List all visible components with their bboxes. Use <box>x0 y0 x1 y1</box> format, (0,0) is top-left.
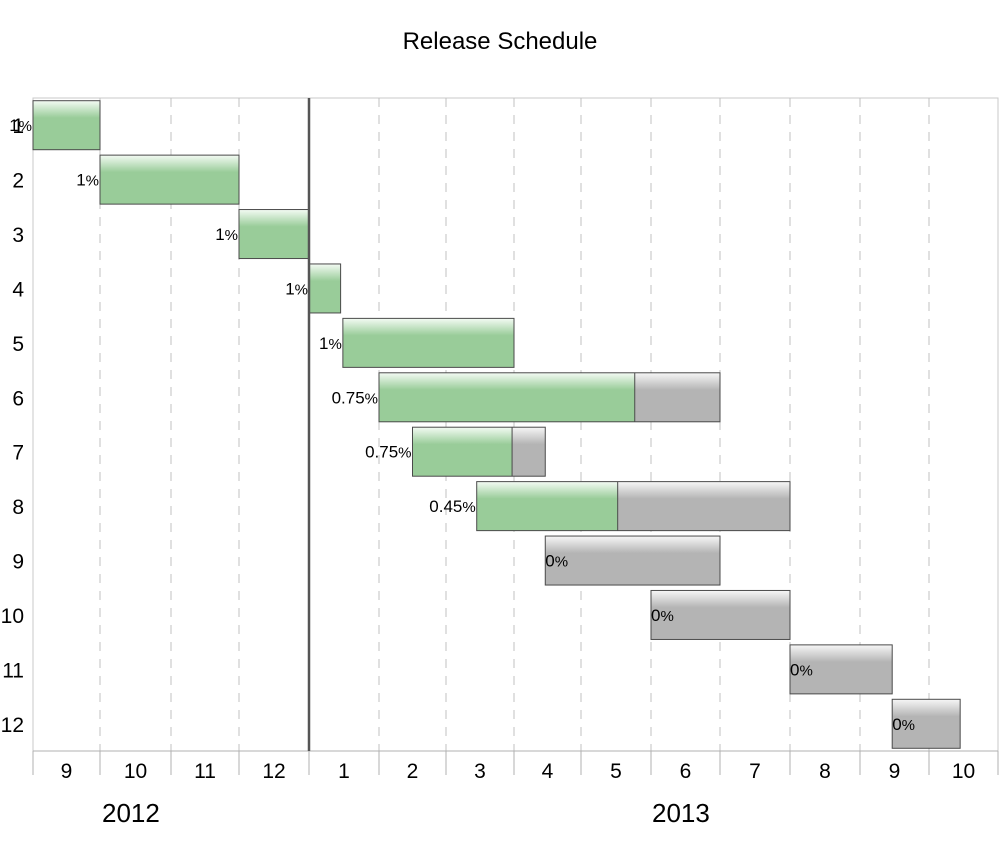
x-tick-label: 7 <box>749 760 761 783</box>
task-progress-label: 0% <box>892 715 915 734</box>
task-progress-label: 1% <box>76 171 99 190</box>
x-tick-label: 10 <box>124 760 147 783</box>
task-progress-label: 0% <box>545 552 568 571</box>
task-bar: 1% <box>285 263 342 314</box>
task-progress-label: 1% <box>9 116 32 135</box>
x-tick-label: 5 <box>610 760 622 783</box>
x-tick-label: 3 <box>474 760 486 783</box>
task-bar-complete <box>476 481 618 531</box>
task-bar-border <box>412 426 546 477</box>
task-bar-border <box>544 535 721 586</box>
task-bar: 1% <box>9 100 101 151</box>
task-bar: 0.75% <box>332 372 721 423</box>
task-bar-complete <box>412 427 513 477</box>
task-bar-complete <box>379 372 635 422</box>
task-bar-complete <box>239 209 309 259</box>
task-bar: 0% <box>650 589 791 640</box>
task-bar: 0.75% <box>365 426 546 477</box>
task-bar-border <box>378 372 721 423</box>
task-bar-remaining <box>634 372 720 422</box>
y-task-label: 12 <box>1 714 24 737</box>
y-task-label: 4 <box>12 278 24 301</box>
task-bar-border <box>32 100 101 151</box>
task-bars: 1% 1% 1% 1% 1% 0.75% 0.75% 0.45% 0% 0% 0% 0% <box>9 100 961 749</box>
x-tick-label: 11 <box>194 760 216 783</box>
task-bar-complete <box>342 318 514 368</box>
task-progress-label: 0% <box>651 606 674 625</box>
y-task-label: 10 <box>1 605 24 628</box>
y-task-label: 7 <box>12 442 24 465</box>
task-bar: 1% <box>215 209 310 260</box>
task-progress-label: 1% <box>215 225 238 244</box>
task-progress-label: 0% <box>790 660 813 679</box>
task-bar: 1% <box>76 154 240 205</box>
task-bar: 1% <box>319 317 515 368</box>
task-bar-border <box>891 698 961 749</box>
task-bar-complete <box>100 155 239 205</box>
task-bar-remaining <box>545 536 720 586</box>
task-bar-complete <box>33 100 100 150</box>
task-bar: 0.45% <box>429 481 791 532</box>
x-tick-label: 10 <box>952 760 975 783</box>
task-bar-border <box>342 317 515 368</box>
task-bar-border <box>476 481 791 532</box>
x-tick-label: 4 <box>542 760 554 783</box>
y-task-label: 2 <box>12 170 24 193</box>
task-progress-label: 1% <box>285 279 308 298</box>
x-tick-label: 12 <box>262 760 285 783</box>
task-bar-remaining <box>651 590 790 640</box>
task-bar: 0% <box>891 698 961 749</box>
task-bar-border <box>789 644 893 695</box>
task-bar-border <box>650 589 791 640</box>
task-progress-label: 1% <box>319 334 342 353</box>
year-label-2013: 2013 <box>652 798 710 828</box>
x-tick-label: 9 <box>61 760 73 783</box>
task-progress-label: 0.75% <box>365 443 411 462</box>
x-tick-label: 9 <box>889 760 901 783</box>
y-task-label: 5 <box>12 333 24 356</box>
y-task-label: 1 <box>12 115 24 138</box>
x-tick-label: 6 <box>680 760 692 783</box>
x-tick-label: 8 <box>819 760 831 783</box>
grid-lines <box>32 97 999 752</box>
task-bar-remaining <box>617 481 790 531</box>
x-tick-label: 2 <box>407 760 419 783</box>
task-bar-border <box>99 154 240 205</box>
y-task-label: 9 <box>12 551 24 574</box>
task-bar: 0% <box>544 535 721 586</box>
y-task-label: 6 <box>12 387 24 410</box>
task-bar: 0% <box>789 644 893 695</box>
task-bar-remaining <box>790 644 893 694</box>
chart-title: Release Schedule <box>402 28 598 55</box>
year-label-2012: 2012 <box>102 798 160 828</box>
task-progress-label: 0.45% <box>429 497 475 516</box>
task-bar-complete <box>309 263 341 313</box>
task-bar-remaining <box>512 427 546 477</box>
y-task-label: 11 <box>2 659 24 682</box>
y-task-label: 3 <box>12 224 24 247</box>
y-task-label: 8 <box>12 496 24 519</box>
x-tick-label: 1 <box>338 760 350 783</box>
task-bar-remaining <box>892 699 961 749</box>
task-progress-label: 0.75% <box>332 388 378 407</box>
